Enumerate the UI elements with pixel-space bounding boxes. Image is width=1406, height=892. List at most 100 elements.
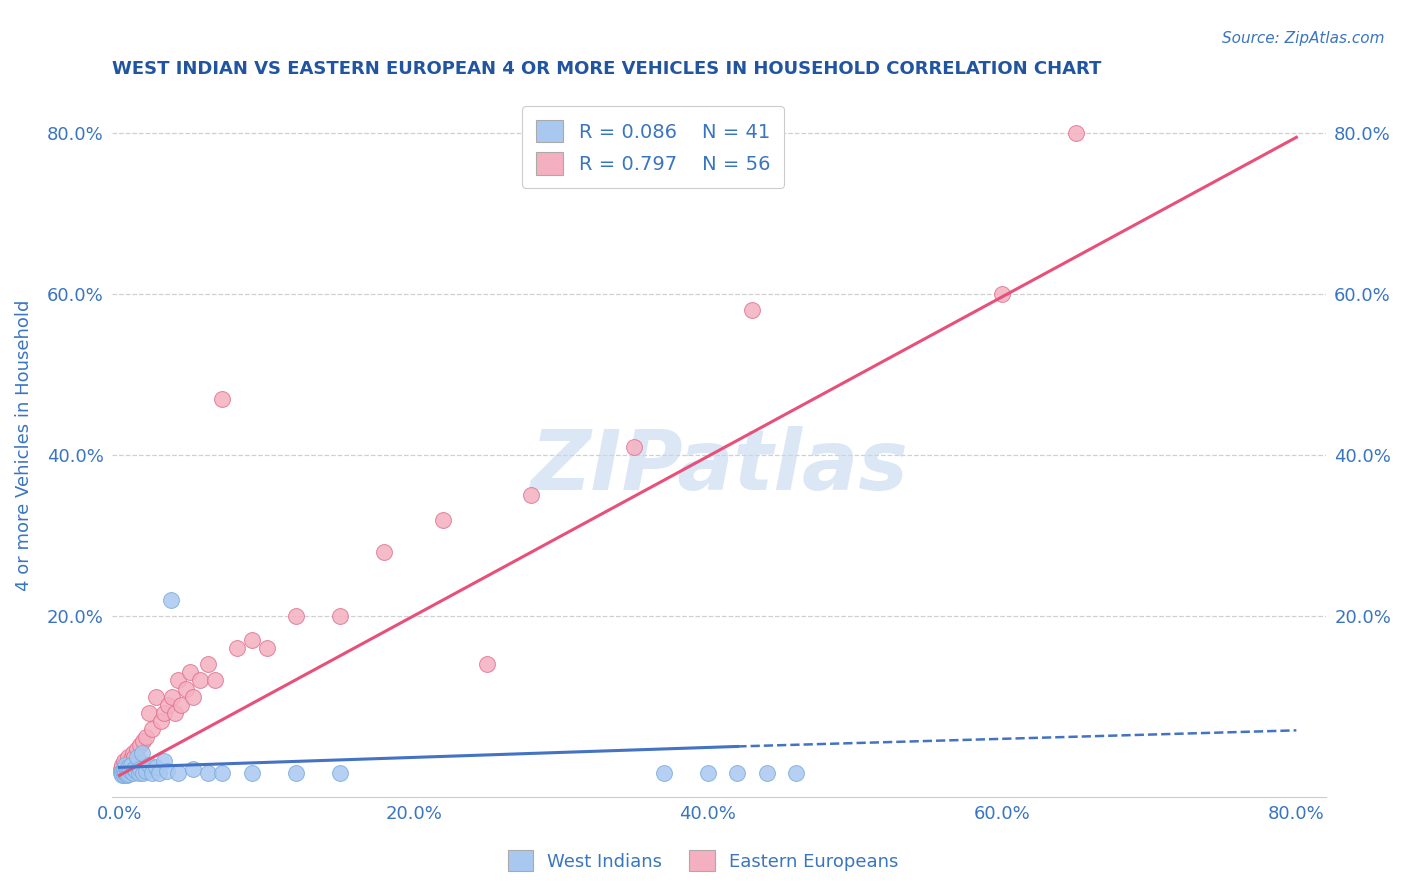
Point (135, 730, 157, 744)
Point (256, 641, 278, 656)
Point (160, 593, 183, 607)
Point (156, 698, 179, 712)
Point (204, 673, 226, 688)
Point (135, 764, 157, 778)
Point (120, 758, 142, 772)
Point (149, 714, 172, 728)
Point (148, 766, 170, 780)
Point (112, 767, 135, 781)
Point (190, 673, 212, 688)
Point (117, 750, 139, 764)
Point (114, 760, 136, 774)
Text: Source: ZipAtlas.com: Source: ZipAtlas.com (1222, 31, 1385, 46)
Point (652, 766, 675, 780)
Point (122, 760, 145, 774)
Point (124, 764, 146, 778)
Legend: West Indians, Eastern Europeans: West Indians, Eastern Europeans (501, 843, 905, 879)
Point (696, 766, 718, 780)
Point (111, 766, 134, 780)
Point (285, 609, 308, 624)
Point (110, 766, 132, 780)
Point (741, 303, 763, 318)
Point (115, 768, 138, 782)
Point (124, 764, 146, 778)
Point (179, 665, 201, 680)
Point (127, 750, 149, 764)
Point (152, 706, 174, 720)
Point (128, 758, 150, 772)
Point (129, 762, 152, 776)
Point (115, 764, 138, 778)
Point (197, 766, 219, 780)
Point (115, 756, 138, 770)
Point (114, 766, 136, 780)
Point (132, 734, 155, 748)
Text: ZIPatlas: ZIPatlas (530, 425, 908, 507)
Point (131, 756, 153, 770)
Point (623, 440, 645, 454)
Point (122, 762, 145, 776)
Point (211, 392, 233, 406)
Point (167, 673, 190, 688)
Point (329, 609, 352, 624)
Point (226, 641, 249, 656)
Point (121, 766, 143, 780)
Point (240, 633, 263, 648)
Point (118, 766, 141, 780)
Point (120, 752, 142, 766)
Point (128, 766, 150, 780)
Point (755, 766, 778, 780)
Point (170, 698, 193, 712)
Point (373, 545, 395, 559)
Point (120, 764, 142, 778)
Point (118, 758, 141, 772)
Point (152, 754, 174, 768)
Point (181, 762, 204, 776)
Point (114, 766, 136, 780)
Y-axis label: 4 or more Vehicles in Household: 4 or more Vehicles in Household (15, 300, 32, 591)
Point (117, 762, 139, 776)
Point (240, 766, 263, 780)
Point (111, 764, 134, 778)
Point (121, 746, 143, 760)
Point (112, 764, 135, 778)
Point (991, 287, 1014, 301)
Point (520, 488, 543, 502)
Point (127, 742, 149, 756)
Point (725, 766, 748, 780)
Point (132, 766, 155, 780)
Point (115, 764, 138, 778)
Point (117, 760, 139, 774)
Point (162, 690, 184, 704)
Point (112, 762, 135, 776)
Point (1064, 126, 1087, 140)
Point (174, 681, 197, 696)
Point (167, 766, 190, 780)
Point (138, 706, 160, 720)
Point (117, 767, 139, 781)
Point (112, 754, 135, 768)
Point (111, 758, 134, 772)
Text: WEST INDIAN VS EASTERN EUROPEAN 4 OR MORE VEHICLES IN HOUSEHOLD CORRELATION CHAR: WEST INDIAN VS EASTERN EUROPEAN 4 OR MOR… (112, 60, 1101, 78)
Point (118, 764, 141, 779)
Point (145, 760, 167, 774)
Point (134, 760, 156, 774)
Point (138, 758, 160, 772)
Point (129, 738, 152, 752)
Point (145, 690, 167, 704)
Point (114, 758, 136, 772)
Point (122, 750, 145, 764)
Point (477, 657, 499, 672)
Point (211, 766, 233, 780)
Point (165, 706, 187, 720)
Point (111, 768, 134, 782)
Point (432, 512, 454, 526)
Point (785, 766, 807, 780)
Point (197, 657, 219, 672)
Point (141, 722, 163, 736)
Point (285, 766, 308, 780)
Point (329, 766, 352, 780)
Point (155, 764, 177, 778)
Point (131, 746, 153, 760)
Point (181, 690, 204, 704)
